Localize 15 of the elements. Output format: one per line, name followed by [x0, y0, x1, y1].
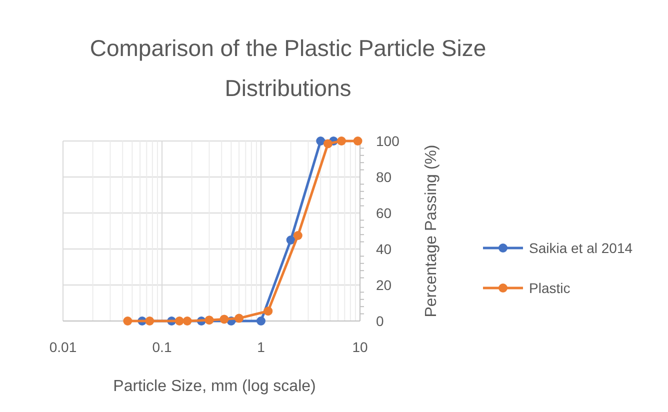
legend-label: Plastic: [529, 280, 570, 296]
y-axis-title: Percentage Passing (%): [423, 144, 440, 318]
y-tick-label: 100: [376, 133, 400, 149]
legend-label: Saikia et al 2014: [529, 240, 633, 256]
x-tick-label: 0.01: [49, 339, 77, 355]
x-axis-title: Particle Size, mm (log scale): [113, 378, 316, 395]
y-tick-label: 40: [376, 241, 392, 257]
y-tick-label: 0: [376, 313, 384, 329]
x-tick-label: 0.1: [152, 339, 172, 355]
chart-title: Comparison of the Plastic Particle Size Distributions: [90, 35, 486, 101]
y-tick-label: 20: [376, 277, 392, 293]
x-tick-label: 1: [257, 339, 266, 355]
y-tick-label: 60: [376, 205, 392, 221]
x-tick-label: 10: [352, 339, 368, 355]
y-tick-label: 80: [376, 169, 392, 185]
